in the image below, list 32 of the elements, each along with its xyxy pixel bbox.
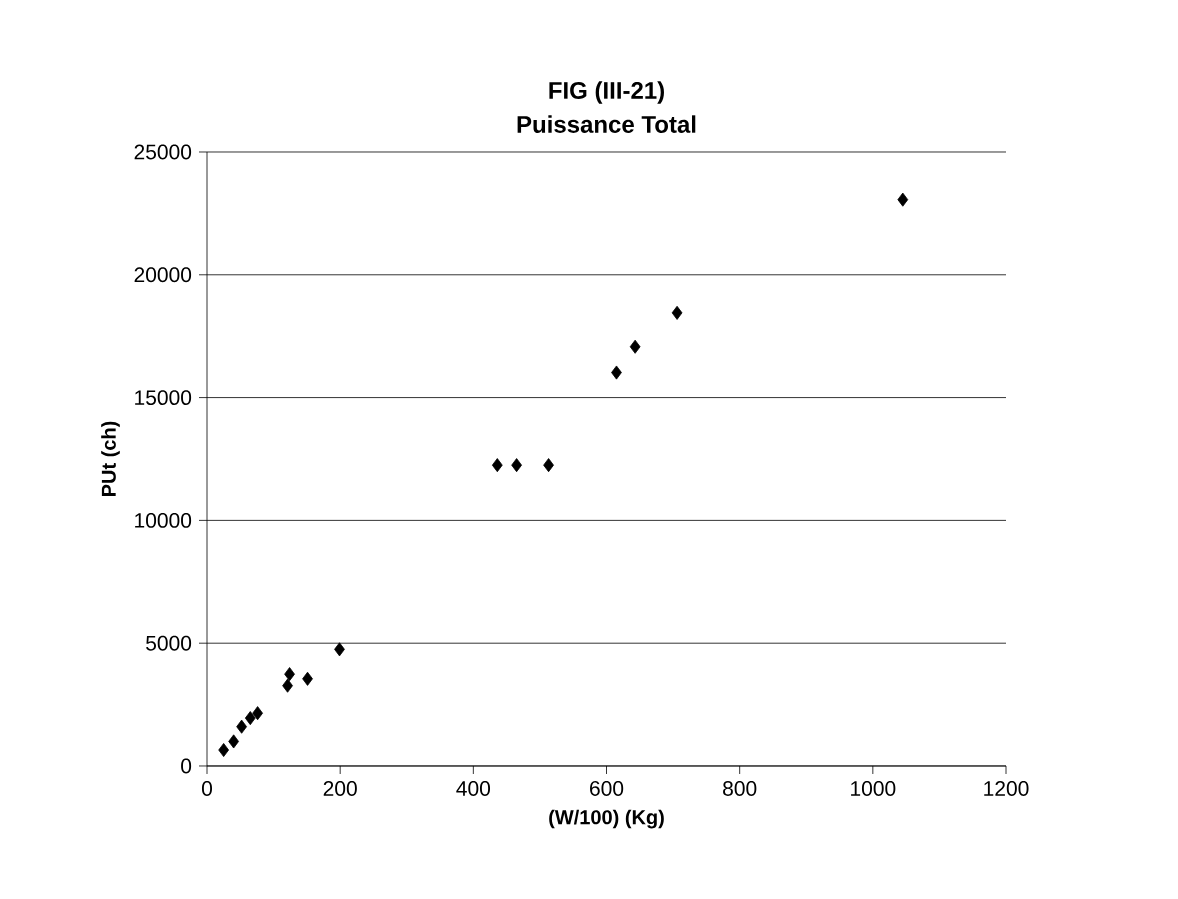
- x-tick-label: 800: [723, 781, 757, 796]
- point: [334, 642, 345, 657]
- x-axis-title: (W/100) (Kg): [549, 809, 664, 829]
- y-tick-label: 0: [181, 758, 192, 774]
- point: [244, 711, 256, 726]
- point: [511, 458, 522, 473]
- x-tick-label: 400: [456, 781, 491, 796]
- point: [897, 192, 909, 207]
- y-tick-label: 10000: [135, 512, 192, 528]
- x-tick-label: 200: [323, 781, 357, 796]
- x-tick-label: 600: [590, 781, 624, 796]
- point: [671, 305, 683, 320]
- point: [629, 339, 641, 354]
- y-tick-label: 25000: [134, 144, 192, 160]
- point: [282, 678, 293, 693]
- y-axis-title: PUt (ch): [101, 421, 120, 496]
- x-tick-label: 0: [201, 781, 213, 796]
- y-tick-label: 20000: [134, 267, 192, 283]
- point: [236, 719, 247, 734]
- y-tick-label: 5000: [146, 635, 192, 651]
- y-tick-label: 15000: [135, 390, 192, 406]
- point: [252, 706, 263, 721]
- point: [302, 671, 313, 686]
- chart-title: FIG (III-21) Puissance Total: [517, 81, 696, 133]
- point: [228, 734, 239, 749]
- point: [284, 667, 295, 682]
- point: [611, 365, 622, 380]
- x-tick-label: 1000: [851, 781, 896, 796]
- x-tick-label: 1200: [984, 781, 1029, 796]
- point: [491, 458, 503, 473]
- point: [218, 743, 229, 758]
- point: [543, 458, 554, 473]
